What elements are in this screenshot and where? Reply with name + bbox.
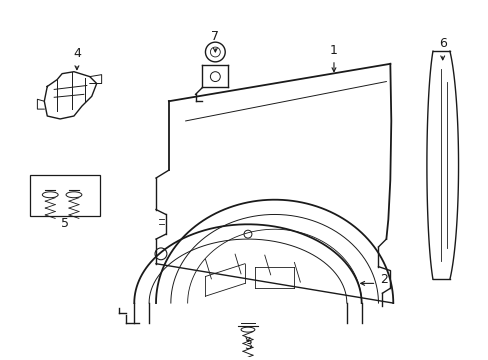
Text: 6: 6 [438, 37, 446, 50]
Text: 7: 7 [211, 30, 219, 43]
Bar [30, 175, 100, 216]
Text: 4: 4 [73, 47, 81, 60]
Text: 2: 2 [380, 273, 387, 286]
Text: 1: 1 [329, 44, 337, 57]
Text: 3: 3 [244, 339, 251, 352]
Text: 5: 5 [61, 217, 69, 230]
